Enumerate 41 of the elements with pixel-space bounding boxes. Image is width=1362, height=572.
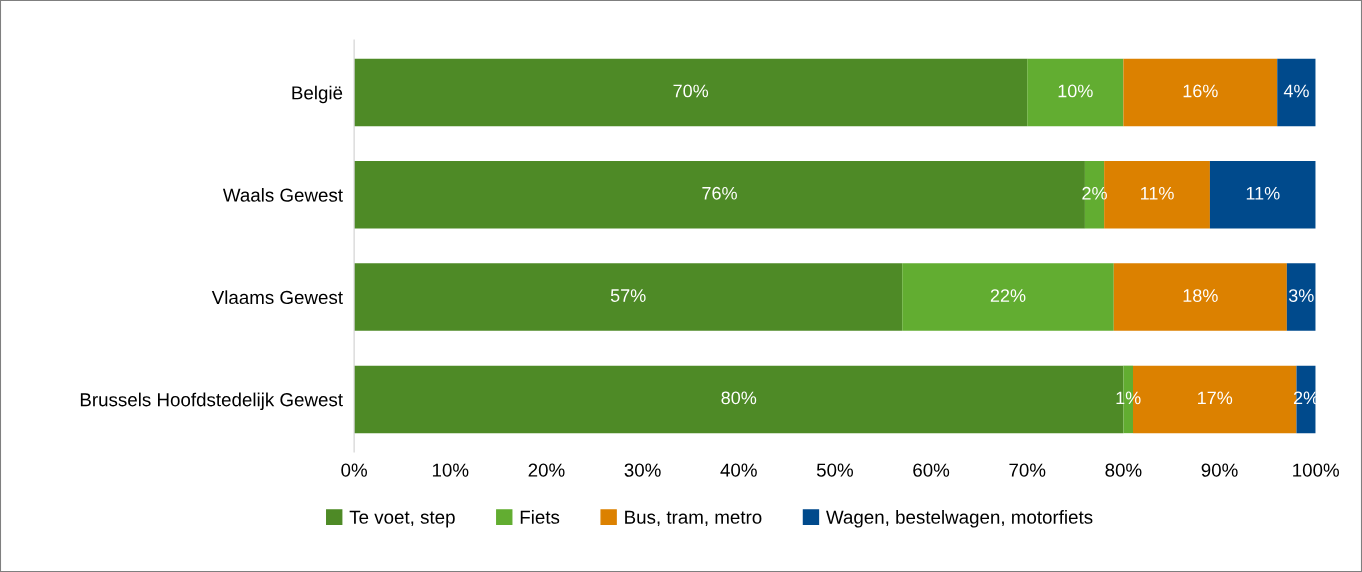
legend-label: Fiets bbox=[520, 510, 560, 524]
bar bbox=[1027, 58, 1124, 127]
x-tick-label: 30% bbox=[624, 463, 661, 477]
data-label: 17% bbox=[1198, 391, 1233, 405]
x-tick-label: 40% bbox=[720, 463, 757, 477]
bar bbox=[354, 263, 903, 331]
bar bbox=[354, 58, 1028, 127]
bar bbox=[1286, 263, 1316, 331]
bar bbox=[1123, 58, 1278, 127]
y-tick-label: Brussels Hoofdstedelijk Gewest bbox=[80, 392, 343, 411]
data-label: 70% bbox=[673, 84, 709, 98]
x-tick-label: 90% bbox=[1201, 463, 1238, 477]
data-label: 10% bbox=[1058, 84, 1093, 98]
y-tick-label: Waals Gewest bbox=[222, 188, 343, 202]
bar bbox=[1277, 58, 1316, 127]
y-tick-label: België bbox=[292, 85, 343, 104]
y-tick-label: Vlaams Gewest bbox=[211, 290, 343, 305]
data-label: 76% bbox=[702, 186, 737, 200]
legend-label: Te voet, step bbox=[349, 510, 455, 528]
bar bbox=[1209, 161, 1316, 229]
data-label: 4% bbox=[1283, 84, 1309, 98]
data-label: 57% bbox=[610, 289, 646, 302]
bar bbox=[902, 263, 1114, 331]
data-label: 3% bbox=[1288, 289, 1314, 302]
legend-label: Bus, tram, metro bbox=[625, 510, 762, 527]
x-tick-label: 20% bbox=[528, 463, 565, 477]
data-label: 22% bbox=[990, 289, 1026, 302]
x-tick-label: 0% bbox=[341, 463, 367, 477]
bar bbox=[1113, 263, 1287, 331]
x-tick-label: 80% bbox=[1105, 463, 1142, 477]
data-label: 80% bbox=[721, 391, 757, 405]
legend-label: Wagen, bestelwagen, motorfiets bbox=[826, 510, 1093, 528]
data-label: 16% bbox=[1183, 84, 1218, 98]
data-label: 11% bbox=[1141, 186, 1174, 200]
x-tick-label: 60% bbox=[913, 463, 950, 477]
x-tick-label: 100% bbox=[1293, 463, 1339, 477]
x-tick-label: 50% bbox=[816, 463, 853, 477]
data-label: 18% bbox=[1183, 289, 1218, 302]
x-tick-label: 70% bbox=[1009, 463, 1046, 477]
data-label: 11% bbox=[1246, 186, 1280, 200]
x-tick-label: 10% bbox=[432, 463, 469, 477]
